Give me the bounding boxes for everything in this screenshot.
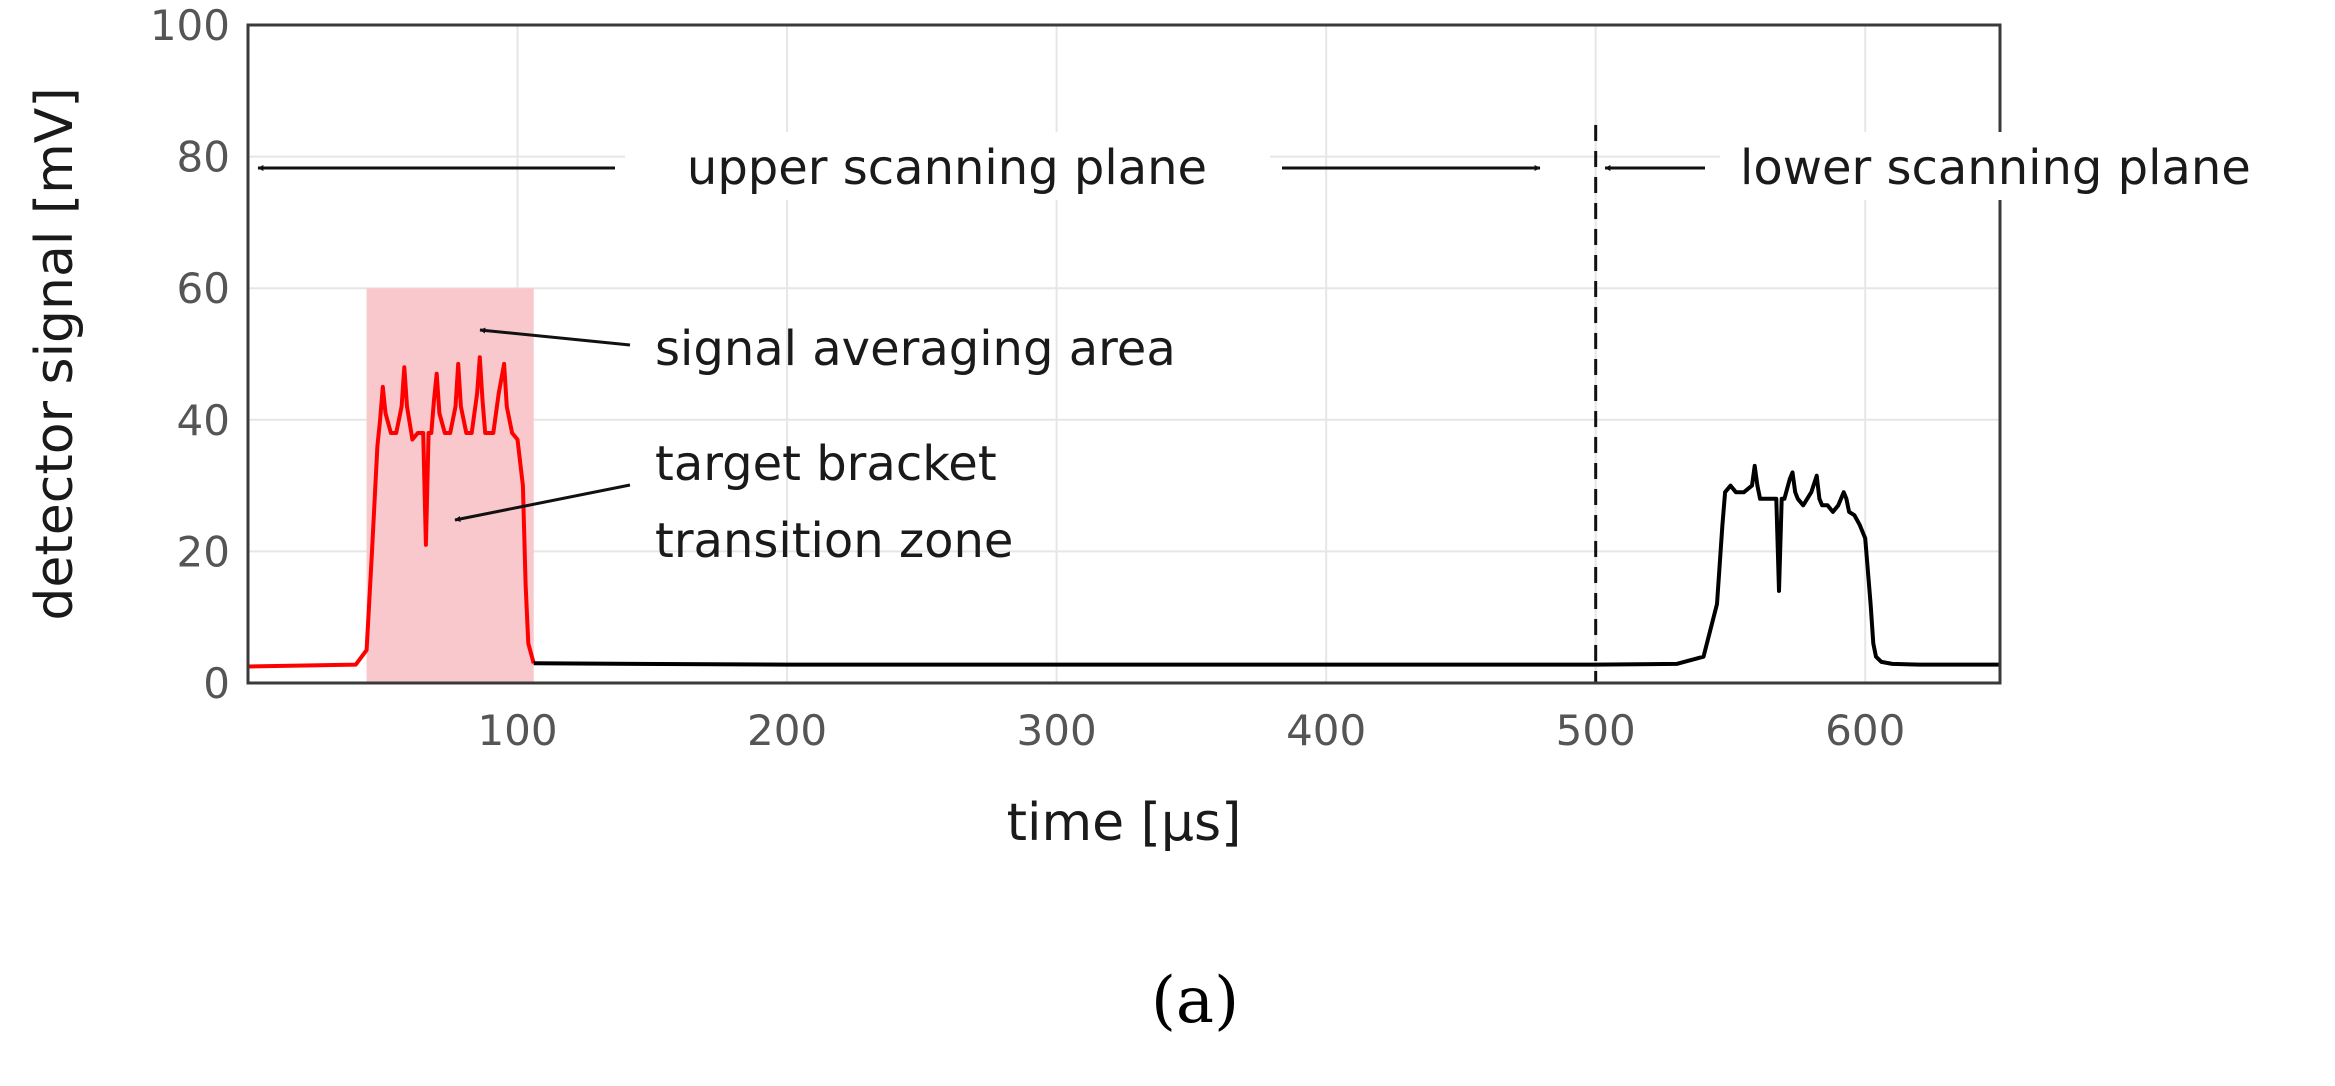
x-tick-label: 300 <box>1017 706 1097 755</box>
transition-zone-arrow <box>454 483 631 522</box>
annotations: upper scanning plane lower scanning plan… <box>257 132 2330 569</box>
panel-label: (a) <box>1151 964 1239 1038</box>
upper-plane-label-bg <box>625 132 1270 200</box>
y-tick-label: 80 <box>177 133 230 182</box>
y-axis-label: detector signal [mV] <box>25 87 85 620</box>
transition-zone-label: transition zone <box>655 513 1013 569</box>
y-tick-label: 60 <box>177 264 230 313</box>
x-tick-label: 200 <box>747 706 827 755</box>
series-layer <box>247 355 2000 669</box>
plot-frame <box>246 23 2002 685</box>
x-tick-label: 100 <box>477 706 557 755</box>
lower-scanning-plane-label: lower scanning plane <box>1740 140 2251 196</box>
y-tick-label: 0 <box>203 659 230 708</box>
x-tick-label: 400 <box>1286 706 1366 755</box>
lower-plane-label-bg <box>1720 132 2330 200</box>
averaging-area-arrow <box>479 327 631 347</box>
series-line-2 <box>533 463 2000 667</box>
signal-averaging-area-label: signal averaging area <box>655 321 1176 377</box>
x-axis-label: time [µs] <box>1007 793 1242 853</box>
signal-averaging-area-highlight <box>366 288 534 683</box>
y-tick-labels: 0 20 40 60 80 100 <box>150 1 230 708</box>
x-tick-label: 500 <box>1556 706 1636 755</box>
y-tick-label: 100 <box>150 1 230 50</box>
x-tick-label: 600 <box>1825 706 1905 755</box>
y-tick-label: 40 <box>177 396 230 445</box>
y-tick-label: 20 <box>177 527 230 576</box>
x-tick-labels: 100 200 300 400 500 600 <box>477 706 1905 755</box>
target-bracket-label: target bracket <box>655 436 997 492</box>
series-line-1 <box>247 355 536 669</box>
upper-scanning-plane-label: upper scanning plane <box>687 140 1207 196</box>
